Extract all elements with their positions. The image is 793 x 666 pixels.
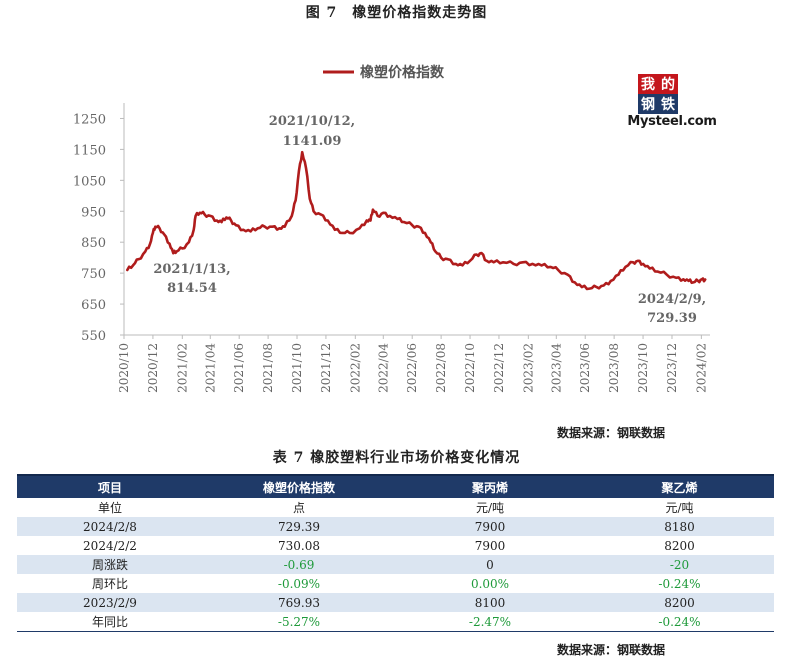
table-row: 年同比 -5.27% -2.47% -0.24% — [17, 612, 774, 632]
header-pp: 聚丙烯 — [395, 474, 585, 498]
annotation-label: 814.54 — [167, 281, 217, 296]
table-row: 周环比 -0.09% 0.00% -0.24% — [17, 574, 774, 593]
table-cell: 2024/2/8 — [17, 517, 203, 536]
header-index: 橡塑价格指数 — [203, 474, 395, 498]
annotation-label: 2024/2/9, — [638, 292, 706, 307]
table-cell: 7900 — [474, 538, 506, 553]
table-title: 表 7 橡胶塑料行业市场价格变化情况 — [272, 450, 521, 466]
legend-label: 橡塑价格指数 — [360, 64, 445, 81]
figure-title: 图 7 橡塑价格指数走势图 — [305, 5, 488, 21]
table-cell: -0.24% — [658, 576, 701, 591]
table-cell: -2.47% — [395, 612, 585, 632]
x-tick-label: 2021/06 — [232, 343, 246, 393]
y-tick-label: 950 — [81, 205, 106, 220]
x-tick-label: 2023/04 — [549, 343, 563, 393]
table-row: 2024/2/8 729.39 7900 8180 — [17, 517, 774, 536]
table-cell: -0.69 — [203, 555, 395, 574]
header-pe: 聚乙烯 — [585, 474, 774, 498]
chart-source: 数据来源：钢联数据 — [557, 426, 666, 440]
x-tick-label: 2022/12 — [492, 343, 506, 393]
price-index-chart: 橡塑价格指数 1250 1150 1050 950 850 750 650 550 2020/… — [73, 64, 710, 393]
table-row: 单位 点 元/吨 元/吨 — [17, 498, 774, 517]
table-cell: -20 — [585, 555, 774, 574]
legend: 橡塑价格指数 — [323, 64, 445, 81]
table-cell: 8200 — [664, 538, 695, 553]
y-tick-label: 1050 — [73, 174, 106, 189]
table-cell: -0.24% — [585, 612, 774, 632]
x-tick-label: 2021/10 — [290, 343, 304, 393]
x-tick-label: 2021/08 — [261, 343, 275, 393]
x-tick-label: 2022/08 — [434, 343, 448, 393]
logo-char: 铁 — [658, 94, 678, 114]
table-cell: 周环比 — [91, 577, 128, 591]
table-cell: -5.27% — [203, 612, 395, 632]
table-cell: 元/吨 — [665, 501, 694, 515]
logo-char: 的 — [658, 74, 678, 94]
table-cell: 周涨跌 — [17, 555, 203, 574]
table-row: 2024/2/2 730.08 7900 8200 — [17, 536, 774, 555]
table-cell: 7900 — [395, 517, 585, 536]
x-tick-label: 2023/02 — [521, 343, 535, 393]
logo-char: 钢 — [638, 94, 658, 114]
x-tick-label: 2022/02 — [348, 343, 362, 393]
x-tick-label: 2021/04 — [203, 343, 217, 393]
table-cell: 2024/2/2 — [83, 538, 137, 553]
table-cell: 2023/2/9 — [17, 593, 203, 612]
y-tick-label: 750 — [81, 267, 106, 282]
x-tick-label: 2023/06 — [578, 343, 592, 393]
annotation-label: 2021/10/12, — [269, 114, 355, 129]
market-price-table: 项目 橡塑价格指数 聚丙烯 聚乙烯 单位 点 元/吨 元/吨 2024/2/8 … — [17, 474, 774, 632]
x-tick-label: 2022/04 — [376, 343, 390, 393]
table-cell: 0 — [395, 555, 585, 574]
x-tick-label: 2021/02 — [175, 343, 189, 393]
x-tick-label: 2023/10 — [636, 343, 650, 393]
x-tick-label: 2024/02 — [694, 343, 708, 393]
table-cell: 8180 — [585, 517, 774, 536]
logo-text: Mysteel.com — [627, 114, 717, 129]
mysteel-logo: 我 的 钢 铁 Mysteel.com — [622, 74, 722, 136]
table-source: 数据来源：钢联数据 — [557, 643, 666, 657]
header-item: 项目 — [17, 474, 203, 498]
table-header-row: 项目 橡塑价格指数 聚丙烯 聚乙烯 — [17, 474, 774, 498]
table-row: 2023/2/9 769.93 8100 8200 — [17, 593, 774, 612]
x-tick-label: 2023/12 — [665, 343, 679, 393]
table-cell: 729.39 — [203, 517, 395, 536]
logo-mark: 我 的 钢 铁 — [638, 74, 678, 114]
x-tick-label: 2020/12 — [146, 343, 160, 393]
table-cell: -0.09% — [277, 576, 321, 591]
x-tick-label: 2022/10 — [463, 343, 477, 393]
x-tick-label: 2022/06 — [405, 343, 419, 393]
table-cell: 年同比 — [17, 612, 203, 632]
table-cell: 769.93 — [203, 593, 395, 612]
y-tick-label: 650 — [81, 298, 106, 313]
x-tick-label: 2023/08 — [607, 343, 621, 393]
series-line-rubber-plastic-index — [126, 150, 707, 291]
x-tick-label: 2020/10 — [117, 343, 131, 393]
y-tick-label: 1150 — [73, 143, 106, 158]
table-row: 周涨跌 -0.69 0 -20 — [17, 555, 774, 574]
table-cell: 点 — [292, 501, 305, 515]
table-cell: 元/吨 — [475, 501, 505, 515]
y-tick-label: 1250 — [73, 112, 106, 127]
annotation-label: 2021/1/13, — [153, 262, 230, 277]
x-tick-label: 2021/12 — [319, 343, 333, 393]
y-tick-label: 850 — [81, 236, 106, 251]
table-cell: 8200 — [585, 593, 774, 612]
logo-char: 我 — [638, 74, 658, 94]
table-cell: 0.00% — [470, 576, 510, 591]
annotation-label: 729.39 — [647, 311, 697, 326]
table-cell: 8100 — [395, 593, 585, 612]
annotation-label: 1141.09 — [283, 134, 342, 149]
table-cell: 单位 — [97, 501, 122, 515]
table-cell: 730.08 — [278, 538, 320, 553]
y-tick-label: 550 — [81, 329, 106, 344]
